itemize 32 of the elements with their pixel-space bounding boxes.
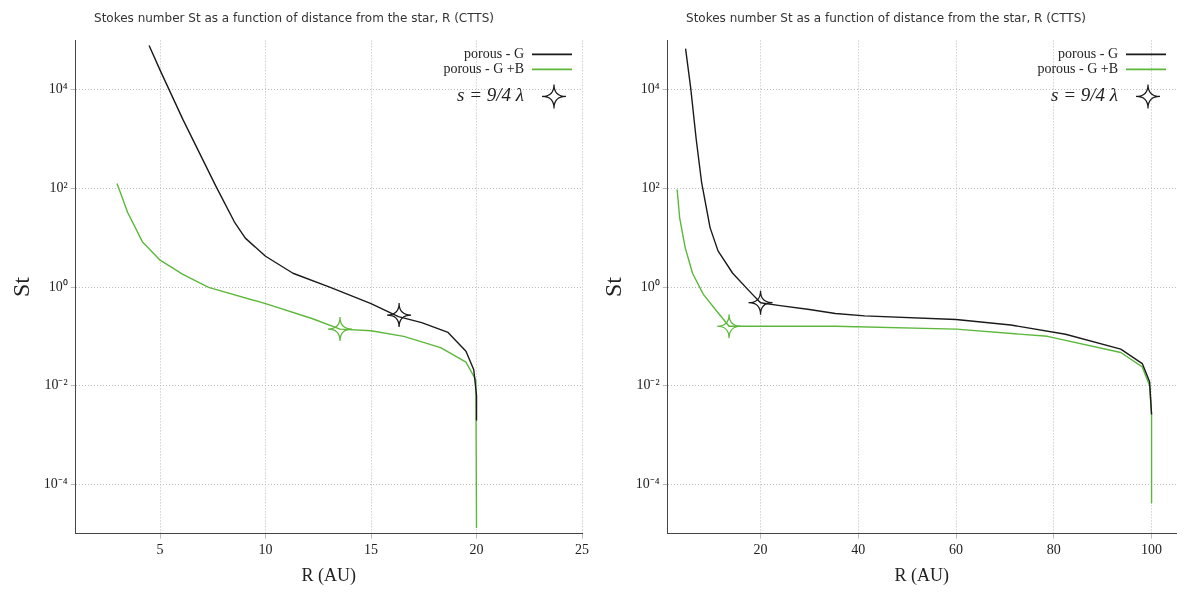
y-tick-label: 10⁻⁴ [43,475,68,491]
x-tick-label: 5 [156,541,164,557]
y-tick-label: 10² [49,180,68,196]
y-tick-label: 10⁻² [44,377,68,393]
x-tick-label: 20 [753,541,768,557]
legend-label: porous - G [1058,46,1118,62]
y-tick-label: 10⁴ [48,81,68,97]
chart-title: Stokes number St as a function of distance from the star, R (CTTS) [94,11,494,26]
y-tick-label: 10² [641,180,660,196]
x-axis-title: R (AU) [894,564,950,586]
x-tick-label: 15 [364,541,379,557]
y-axis-title: St [7,276,34,298]
y-tick-label: 10⁰ [48,278,68,294]
legend-label: porous - G +B [443,61,524,77]
y-tick-label: 10⁻² [636,377,660,393]
x-tick-label: 10 [258,541,273,557]
chart-title: Stokes number St as a function of distance from the star, R (CTTS) [686,11,1086,26]
y-axis-title: St [599,276,626,298]
y-tick-label: 10⁴ [640,81,660,97]
x-tick-label: 20 [469,541,484,557]
legend-label: s = 9/4 λ [457,84,524,106]
legend-label: s = 9/4 λ [1051,84,1118,106]
x-tick-label: 60 [949,541,964,557]
y-tick-label: 10⁻⁴ [635,475,660,491]
x-axis-title: R (AU) [301,564,357,586]
x-tick-label: 80 [1046,541,1061,557]
x-tick-label: 40 [851,541,866,557]
x-tick-label: 25 [575,541,589,557]
y-tick-label: 10⁰ [640,278,660,294]
legend-label: porous - G [464,46,524,62]
x-tick-label: 100 [1141,541,1163,557]
legend-label: porous - G +B [1037,61,1118,77]
